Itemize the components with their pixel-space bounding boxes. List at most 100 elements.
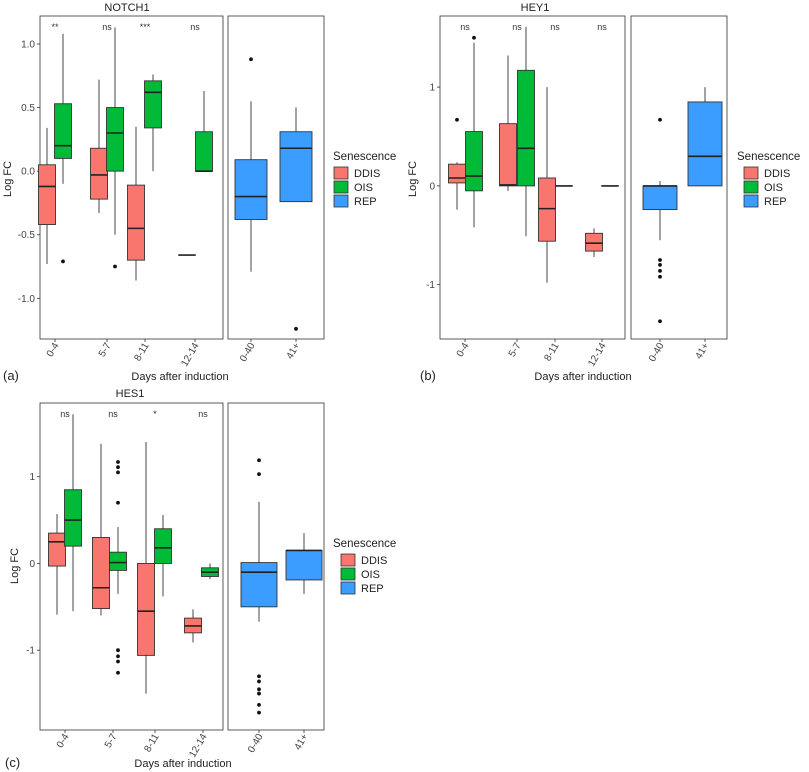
outlier-point xyxy=(658,274,662,279)
panel-b-x-ticks: 0-4 5-7 8-11 12-14 0-40 41+ xyxy=(455,339,712,369)
box-ddis xyxy=(92,443,110,616)
box-body xyxy=(642,185,678,211)
legend-swatch-ddis xyxy=(340,553,356,567)
outlier-point xyxy=(472,35,476,40)
panel-b-y-ticks: 1 0 -1 xyxy=(426,83,440,291)
outlier-point xyxy=(116,670,120,675)
x-tick-label: 8-11 xyxy=(142,732,161,755)
x-tick-label: 41+ xyxy=(285,341,303,361)
outlier-point xyxy=(116,659,120,664)
panel-c-significance: ns ns * ns xyxy=(60,409,208,419)
x-tick-label: 8-11 xyxy=(132,341,151,364)
panel-c-x-label: Days after induction xyxy=(134,758,231,770)
outlier-point xyxy=(658,263,662,267)
panel-b-label: (b) xyxy=(420,368,436,383)
y-tick-label: 0.0 xyxy=(21,167,35,178)
panel-c-label: (c) xyxy=(5,755,20,770)
outlier-point xyxy=(116,460,120,464)
box-ois xyxy=(465,35,483,228)
x-tick-label: 12-14 xyxy=(179,341,202,369)
x-tick-label: 0-40 xyxy=(647,341,667,364)
significance-label: ns xyxy=(460,22,470,32)
significance-label: ns xyxy=(60,409,70,419)
x-tick-label: 5-7 xyxy=(97,341,114,359)
significance-label: * xyxy=(153,409,157,419)
panel-a-title: NOTCH1 xyxy=(104,2,149,14)
box-ddis xyxy=(38,127,56,264)
panel-c-right-frame xyxy=(227,402,325,731)
panel-c-legend: Senescence DDIS OIS REP xyxy=(333,538,396,595)
box-ois xyxy=(144,74,162,172)
y-tick-label: 0 xyxy=(29,559,35,570)
panel-a-boxes xyxy=(38,27,313,331)
legend-swatch-ddis xyxy=(743,166,759,180)
significance-label: ns xyxy=(102,22,112,32)
y-tick-label: -1 xyxy=(426,280,435,291)
box-rep xyxy=(285,533,323,594)
legend-swatch-ois xyxy=(333,180,349,194)
y-tick-label: 1.0 xyxy=(21,39,35,50)
y-tick-label: 1 xyxy=(29,472,35,483)
panel-b-right-frame xyxy=(630,15,728,340)
significance-label: ns xyxy=(512,22,522,32)
y-tick-label: -1.0 xyxy=(18,294,36,305)
box-rep xyxy=(279,107,313,331)
outlier-point xyxy=(658,258,662,262)
outlier-point xyxy=(116,648,120,653)
box-body xyxy=(448,163,466,184)
box-ois xyxy=(154,514,172,597)
legend-label-ois: OIS xyxy=(764,182,783,194)
legend-label-ois: OIS xyxy=(361,569,380,581)
x-tick-label: 0-40 xyxy=(238,341,258,364)
legend-label-rep: REP xyxy=(361,583,384,595)
panel-c-y-label: Log FC xyxy=(9,548,21,584)
box-body xyxy=(137,563,155,656)
outlier-point xyxy=(257,679,261,684)
box-ois xyxy=(195,91,213,172)
box-ois xyxy=(109,460,127,675)
panel-c-x-ticks: 0-4 5-7 8-11 12-14 0-40 41+ xyxy=(55,730,311,760)
box-body xyxy=(127,184,145,261)
outlier-point xyxy=(257,687,261,692)
box-body xyxy=(64,489,82,547)
box-rep xyxy=(642,117,678,324)
panel-a: NOTCH1 1.0 0.5 0.0 -0.5 -1.0 0-4 5-7 8-11 12-14… xyxy=(2,2,396,383)
box-ddis xyxy=(499,55,517,191)
box-body xyxy=(234,159,268,220)
y-tick-label: -0.5 xyxy=(18,230,36,241)
legend-label-rep: REP xyxy=(354,196,377,208)
panel-b-legend: Senescence DDIS OIS REP xyxy=(737,151,800,208)
box-ddis xyxy=(90,79,108,214)
y-tick-label: 1 xyxy=(429,83,435,94)
legend-swatch-ois xyxy=(340,567,356,581)
legend-swatch-rep xyxy=(340,581,356,595)
legend-label-ddis: DDIS xyxy=(764,168,790,180)
box-ddis xyxy=(538,87,556,283)
panel-b-left-frame xyxy=(439,15,626,340)
box-body xyxy=(538,177,556,242)
panel-a-label: (a) xyxy=(3,368,19,383)
y-tick-label: -1 xyxy=(26,646,35,657)
outlier-point xyxy=(294,326,298,331)
panel-b-boxes xyxy=(448,26,723,324)
x-tick-label: 12-14 xyxy=(586,341,609,369)
outlier-point xyxy=(257,472,261,477)
x-tick-label: 5-7 xyxy=(507,341,524,359)
legend-label-rep: REP xyxy=(764,196,787,208)
outlier-point xyxy=(116,465,120,470)
box-body xyxy=(465,131,483,192)
panel-b-x-label: Days after induction xyxy=(534,371,631,383)
box-ois xyxy=(106,27,124,269)
legend-swatch-ddis xyxy=(333,166,349,180)
significance-label: ns xyxy=(597,22,607,32)
outlier-point xyxy=(257,702,261,707)
x-tick-label: 0-40 xyxy=(246,732,266,755)
box-body xyxy=(154,528,172,564)
legend-swatch-rep xyxy=(333,194,349,208)
outlier-point xyxy=(249,57,253,62)
box-body xyxy=(585,232,603,252)
outlier-point xyxy=(116,654,120,659)
significance-label: ns xyxy=(550,22,560,32)
box-body xyxy=(109,551,127,571)
